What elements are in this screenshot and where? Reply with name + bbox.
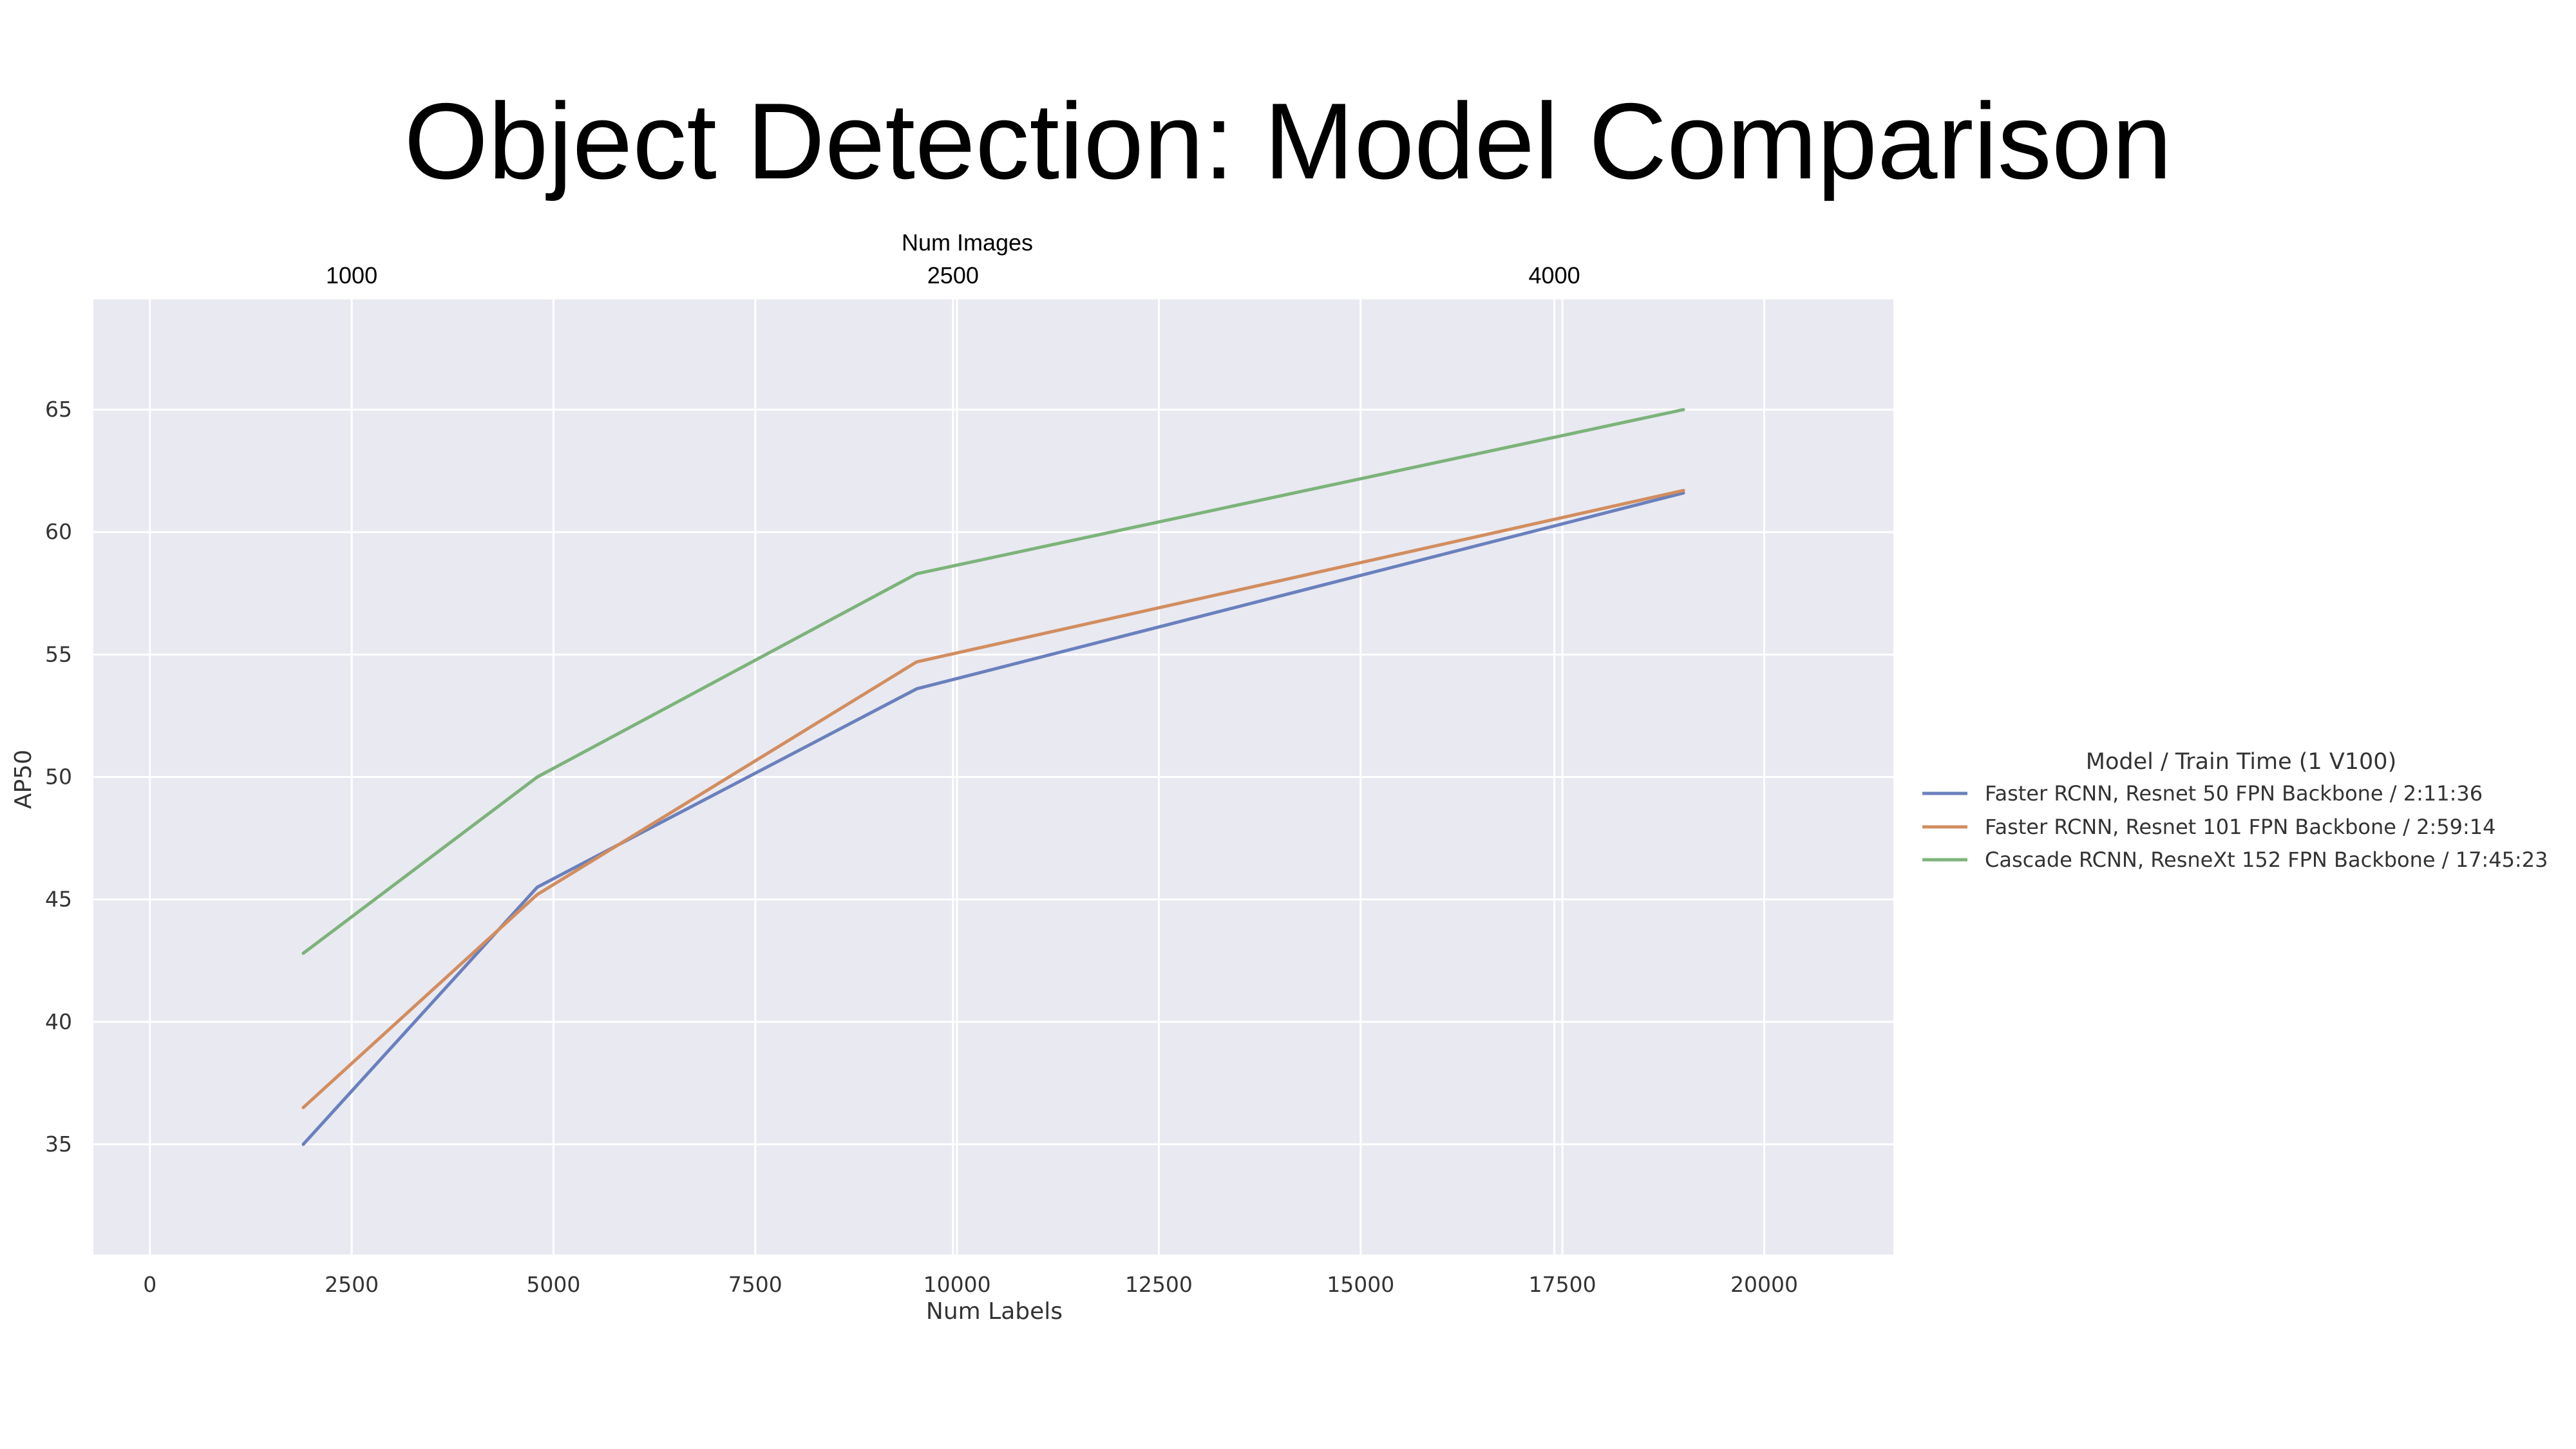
series-line-2 <box>301 489 1685 1110</box>
y-tick-label: 65 <box>45 397 72 422</box>
grid-lines <box>93 299 1893 1255</box>
y-tick-label: 45 <box>45 887 72 912</box>
series-line-3 <box>301 408 1685 955</box>
x-tick-label: 12500 <box>1125 1272 1193 1297</box>
top-axis-title: Num Images <box>902 229 1033 256</box>
series-lines <box>301 408 1685 1146</box>
y-tick-label: 40 <box>45 1009 72 1034</box>
slide-title: Object Detection: Model Comparison <box>404 80 2172 202</box>
x-tick-label: 15000 <box>1327 1272 1394 1297</box>
legend-title: Model / Train Time (1 V100) <box>2086 749 2396 775</box>
legend-label-3: Cascade RCNN, ResneXt 152 FPN Backbone /… <box>1985 848 2548 872</box>
legend-label-2: Faster RCNN, Resnet 101 FPN Backbone / 2… <box>1985 815 2496 839</box>
top-tick-label: 2500 <box>927 262 979 289</box>
x-tick-label: 20000 <box>1730 1272 1798 1297</box>
y-axis-ticks: 35 40 45 50 55 60 65 <box>45 397 72 1157</box>
y-tick-label: 55 <box>45 641 72 667</box>
y-tick-label: 35 <box>45 1132 72 1157</box>
top-tick-label: 4000 <box>1529 262 1580 289</box>
top-axis-ticks: 1000 2500 4000 <box>326 262 1580 289</box>
x-tick-label: 10000 <box>923 1272 991 1297</box>
legend-items: Faster RCNN, Resnet 50 FPN Backbone / 2:… <box>1922 781 2548 872</box>
x-tick-label: 2500 <box>325 1272 379 1297</box>
y-axis-title: AP50 <box>10 750 37 809</box>
x-tick-label: 0 <box>143 1272 156 1297</box>
legend-label-1: Faster RCNN, Resnet 50 FPN Backbone / 2:… <box>1985 781 2483 806</box>
y-tick-label: 60 <box>45 519 72 544</box>
x-tick-label: 7500 <box>728 1272 782 1297</box>
x-axis-ticks: 0 2500 5000 7500 10000 12500 15000 17500 20000 <box>143 1272 1798 1297</box>
x-tick-label: 5000 <box>526 1272 580 1297</box>
top-tick-label: 1000 <box>326 262 377 289</box>
series-line-1 <box>301 491 1685 1146</box>
y-tick-label: 50 <box>45 764 72 790</box>
x-tick-label: 17500 <box>1529 1272 1596 1297</box>
x-axis-title: Num Labels <box>926 1298 1063 1325</box>
legend: Model / Train Time (1 V100) Faster RCNN,… <box>1922 749 2548 872</box>
